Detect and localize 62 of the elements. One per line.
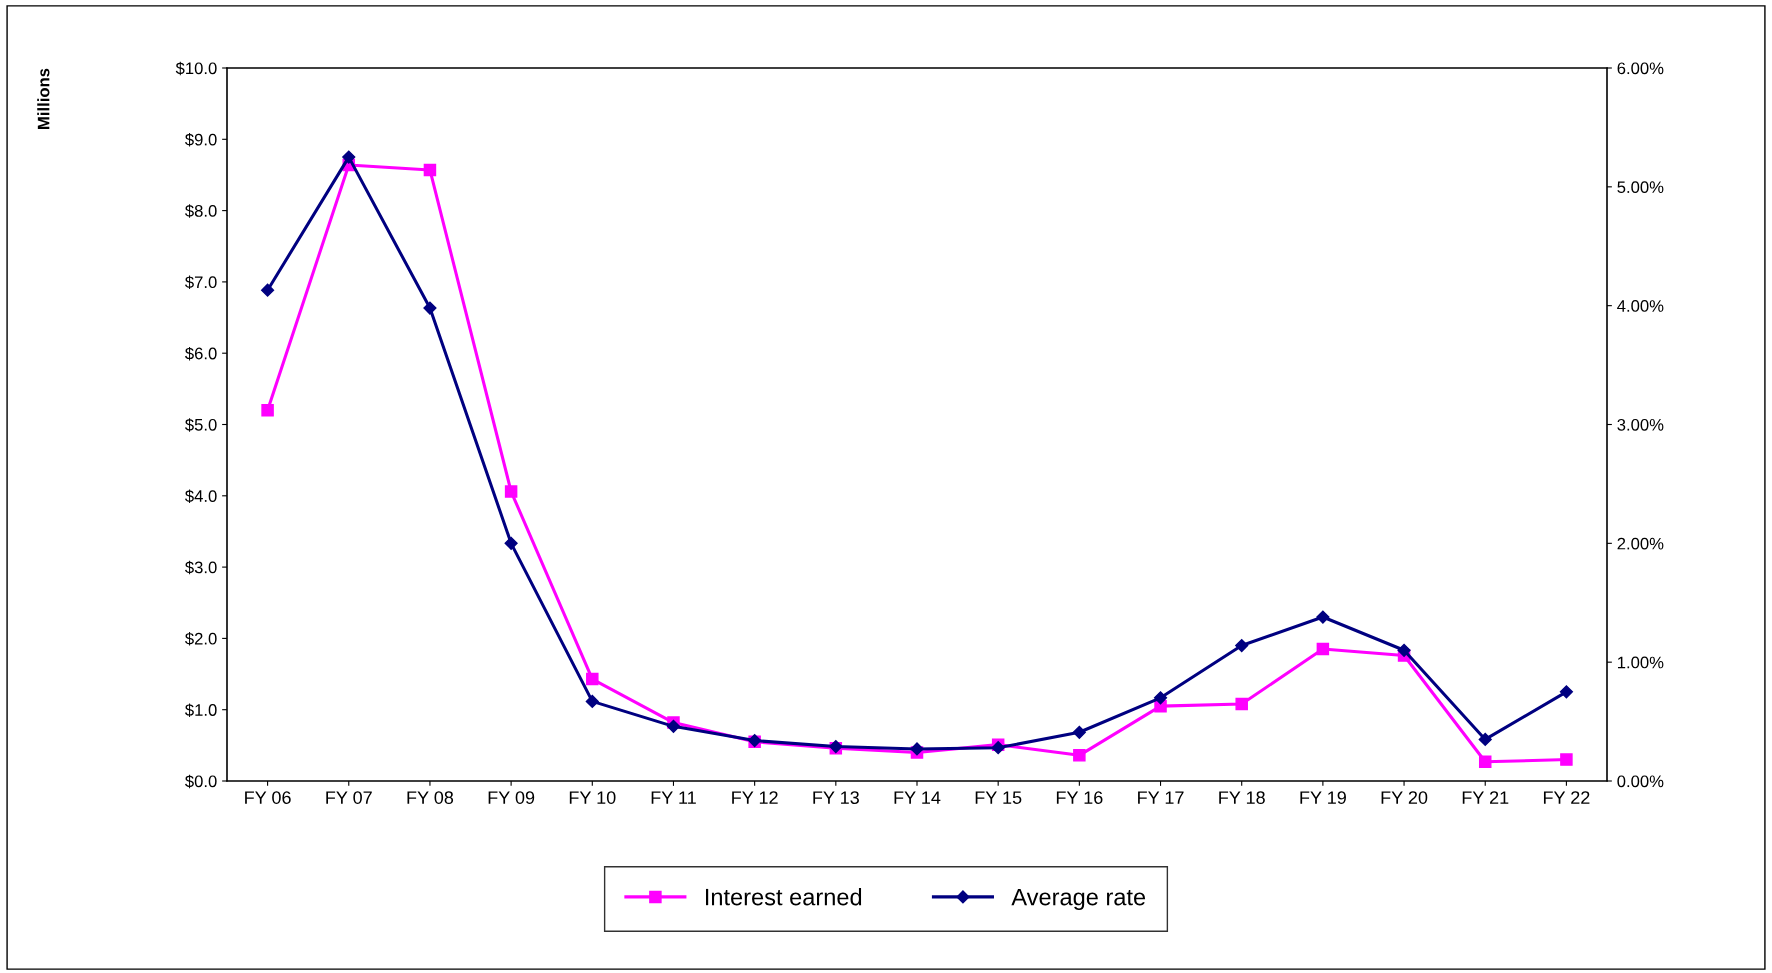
y2-tick-label: 2.00% bbox=[1617, 537, 1664, 550]
y-tick-label: $7.0 bbox=[185, 275, 217, 290]
y-tick-label: $6.0 bbox=[185, 346, 217, 361]
point bbox=[423, 301, 437, 315]
point bbox=[1073, 749, 1086, 762]
x-tick-label: FY 18 bbox=[1219, 791, 1265, 804]
x-tick-label: FY 12 bbox=[732, 791, 778, 804]
y2-tick-label: 5.00% bbox=[1617, 181, 1664, 194]
y2-tick-label: 4.00% bbox=[1617, 300, 1664, 312]
y-tick-label: $8.0 bbox=[185, 204, 217, 218]
point bbox=[504, 536, 518, 550]
point bbox=[423, 163, 437, 177]
legend-label: Interest earned bbox=[705, 888, 862, 906]
point bbox=[261, 403, 274, 417]
point bbox=[504, 485, 518, 498]
point bbox=[585, 694, 599, 708]
y-tick-label: $4.0 bbox=[185, 489, 217, 503]
x-tick-label: FY 22 bbox=[1543, 791, 1590, 804]
y-tick-label: $3.0 bbox=[185, 560, 217, 575]
point bbox=[910, 742, 924, 756]
y-tick-label: $9.0 bbox=[185, 133, 217, 147]
x-tick-label: FY 16 bbox=[1056, 791, 1103, 804]
x-tick-label: FY 15 bbox=[975, 791, 1022, 804]
point bbox=[1559, 685, 1574, 699]
legend-label: Average rate bbox=[1011, 888, 1146, 911]
point bbox=[666, 719, 681, 733]
y2-tick-label: 3.00% bbox=[1617, 418, 1664, 431]
point bbox=[1072, 725, 1086, 739]
point bbox=[1316, 642, 1330, 656]
point bbox=[1478, 755, 1492, 768]
point bbox=[1397, 643, 1411, 657]
y-tick-label: $0.0 bbox=[185, 774, 217, 789]
x-tick-label: FY 11 bbox=[651, 791, 696, 804]
point bbox=[1235, 697, 1248, 711]
x-tick-label: FY 20 bbox=[1381, 791, 1428, 804]
x-tick-label: FY 07 bbox=[326, 791, 372, 804]
point bbox=[1316, 610, 1330, 624]
y-tick-label: $5.0 bbox=[185, 418, 217, 432]
point bbox=[1560, 753, 1573, 766]
y-tick-label: $2.0 bbox=[185, 632, 217, 646]
x-tick-label: FY 09 bbox=[488, 791, 535, 804]
point bbox=[1478, 732, 1492, 746]
point bbox=[1235, 638, 1249, 653]
x-tick-label: FY 19 bbox=[1300, 791, 1346, 804]
point bbox=[1153, 691, 1168, 705]
x-tick-label: FY 13 bbox=[813, 791, 859, 804]
x-tick-label: FY 06 bbox=[245, 791, 291, 804]
point bbox=[342, 150, 356, 164]
text: Millions bbox=[37, 68, 50, 129]
point bbox=[991, 741, 1005, 755]
y2-tick-label: 1.00% bbox=[1617, 656, 1664, 669]
point bbox=[261, 283, 275, 297]
x-tick-label: FY 21 bbox=[1462, 791, 1509, 804]
y2-tick-label: 6.00% bbox=[1617, 62, 1664, 75]
y-tick-label: $1.0 bbox=[185, 703, 217, 717]
x-tick-label: FY 17 bbox=[1138, 791, 1184, 804]
y2-tick-label: 0.00% bbox=[1617, 775, 1664, 788]
x-tick-label: FY 08 bbox=[407, 791, 454, 804]
x-tick-label: FY 14 bbox=[894, 791, 941, 804]
y-tick-label: $10.0 bbox=[175, 61, 217, 76]
point bbox=[586, 672, 599, 686]
x-tick-label: FY 10 bbox=[569, 791, 616, 804]
